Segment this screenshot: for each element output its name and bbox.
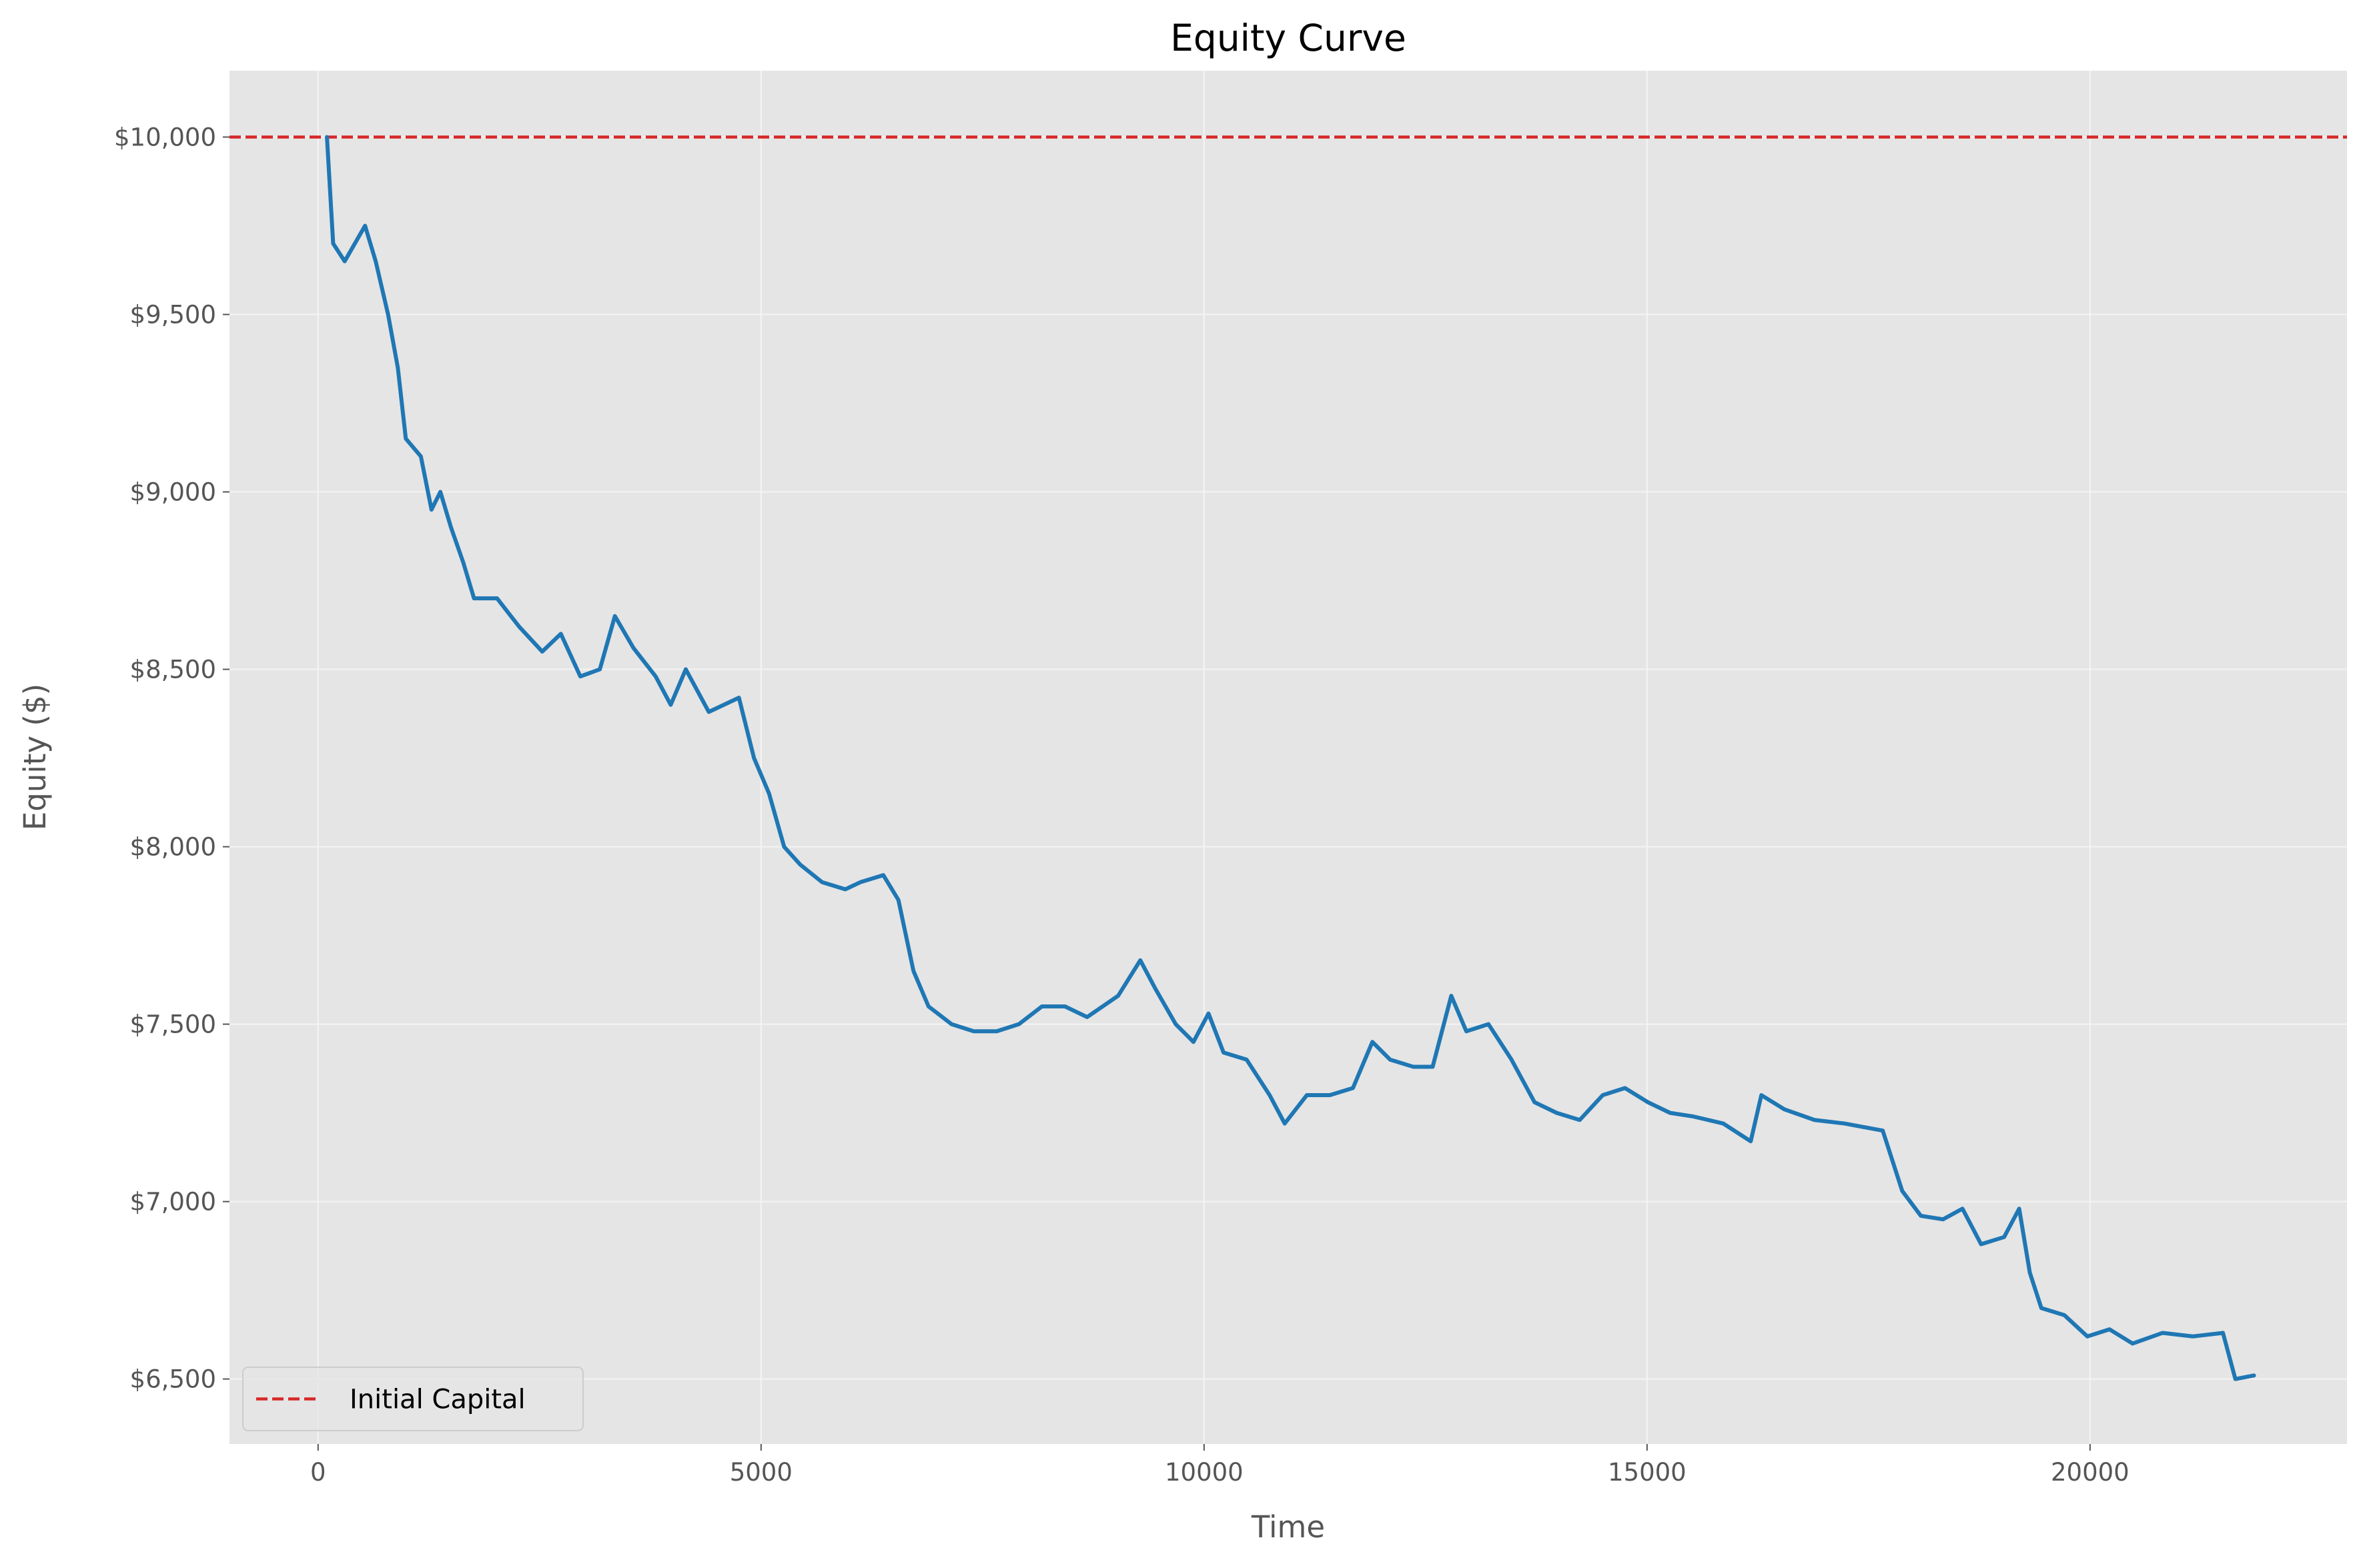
y-tick-label: $8,000 <box>130 833 216 862</box>
legend-label: Initial Capital <box>350 1385 526 1415</box>
y-tick-label: $10,000 <box>114 123 216 151</box>
y-tick-label: $9,500 <box>130 301 216 329</box>
x-tick-label: 10000 <box>1165 1458 1244 1487</box>
y-axis-label: Equity ($) <box>17 684 53 830</box>
x-tick-label: 0 <box>310 1458 326 1487</box>
y-tick-label: $7,500 <box>130 1010 216 1039</box>
plot-background <box>229 71 2347 1444</box>
y-tick-label: $9,000 <box>130 478 216 507</box>
x-tick-label: 20000 <box>2051 1458 2129 1487</box>
equity-line <box>325 135 2256 1381</box>
legend-box <box>242 1367 584 1431</box>
x-tick-label: 15000 <box>1608 1458 1687 1487</box>
x-tick-label: 5000 <box>730 1458 793 1487</box>
y-tick-label: $6,500 <box>130 1365 216 1394</box>
chart-title: Equity Curve <box>1170 17 1406 59</box>
data-layer <box>229 135 2347 1381</box>
x-axis-label: Time <box>1251 1509 1325 1545</box>
grid <box>229 71 2347 1444</box>
axes: $6,500 $7,000 $7,500 $8,000 $8,500 $9,000 $9,5… <box>114 123 2129 1487</box>
y-tick-label: $8,500 <box>130 656 216 684</box>
legend: Initial Capital <box>242 1367 584 1431</box>
y-tick-label: $7,000 <box>130 1188 216 1217</box>
